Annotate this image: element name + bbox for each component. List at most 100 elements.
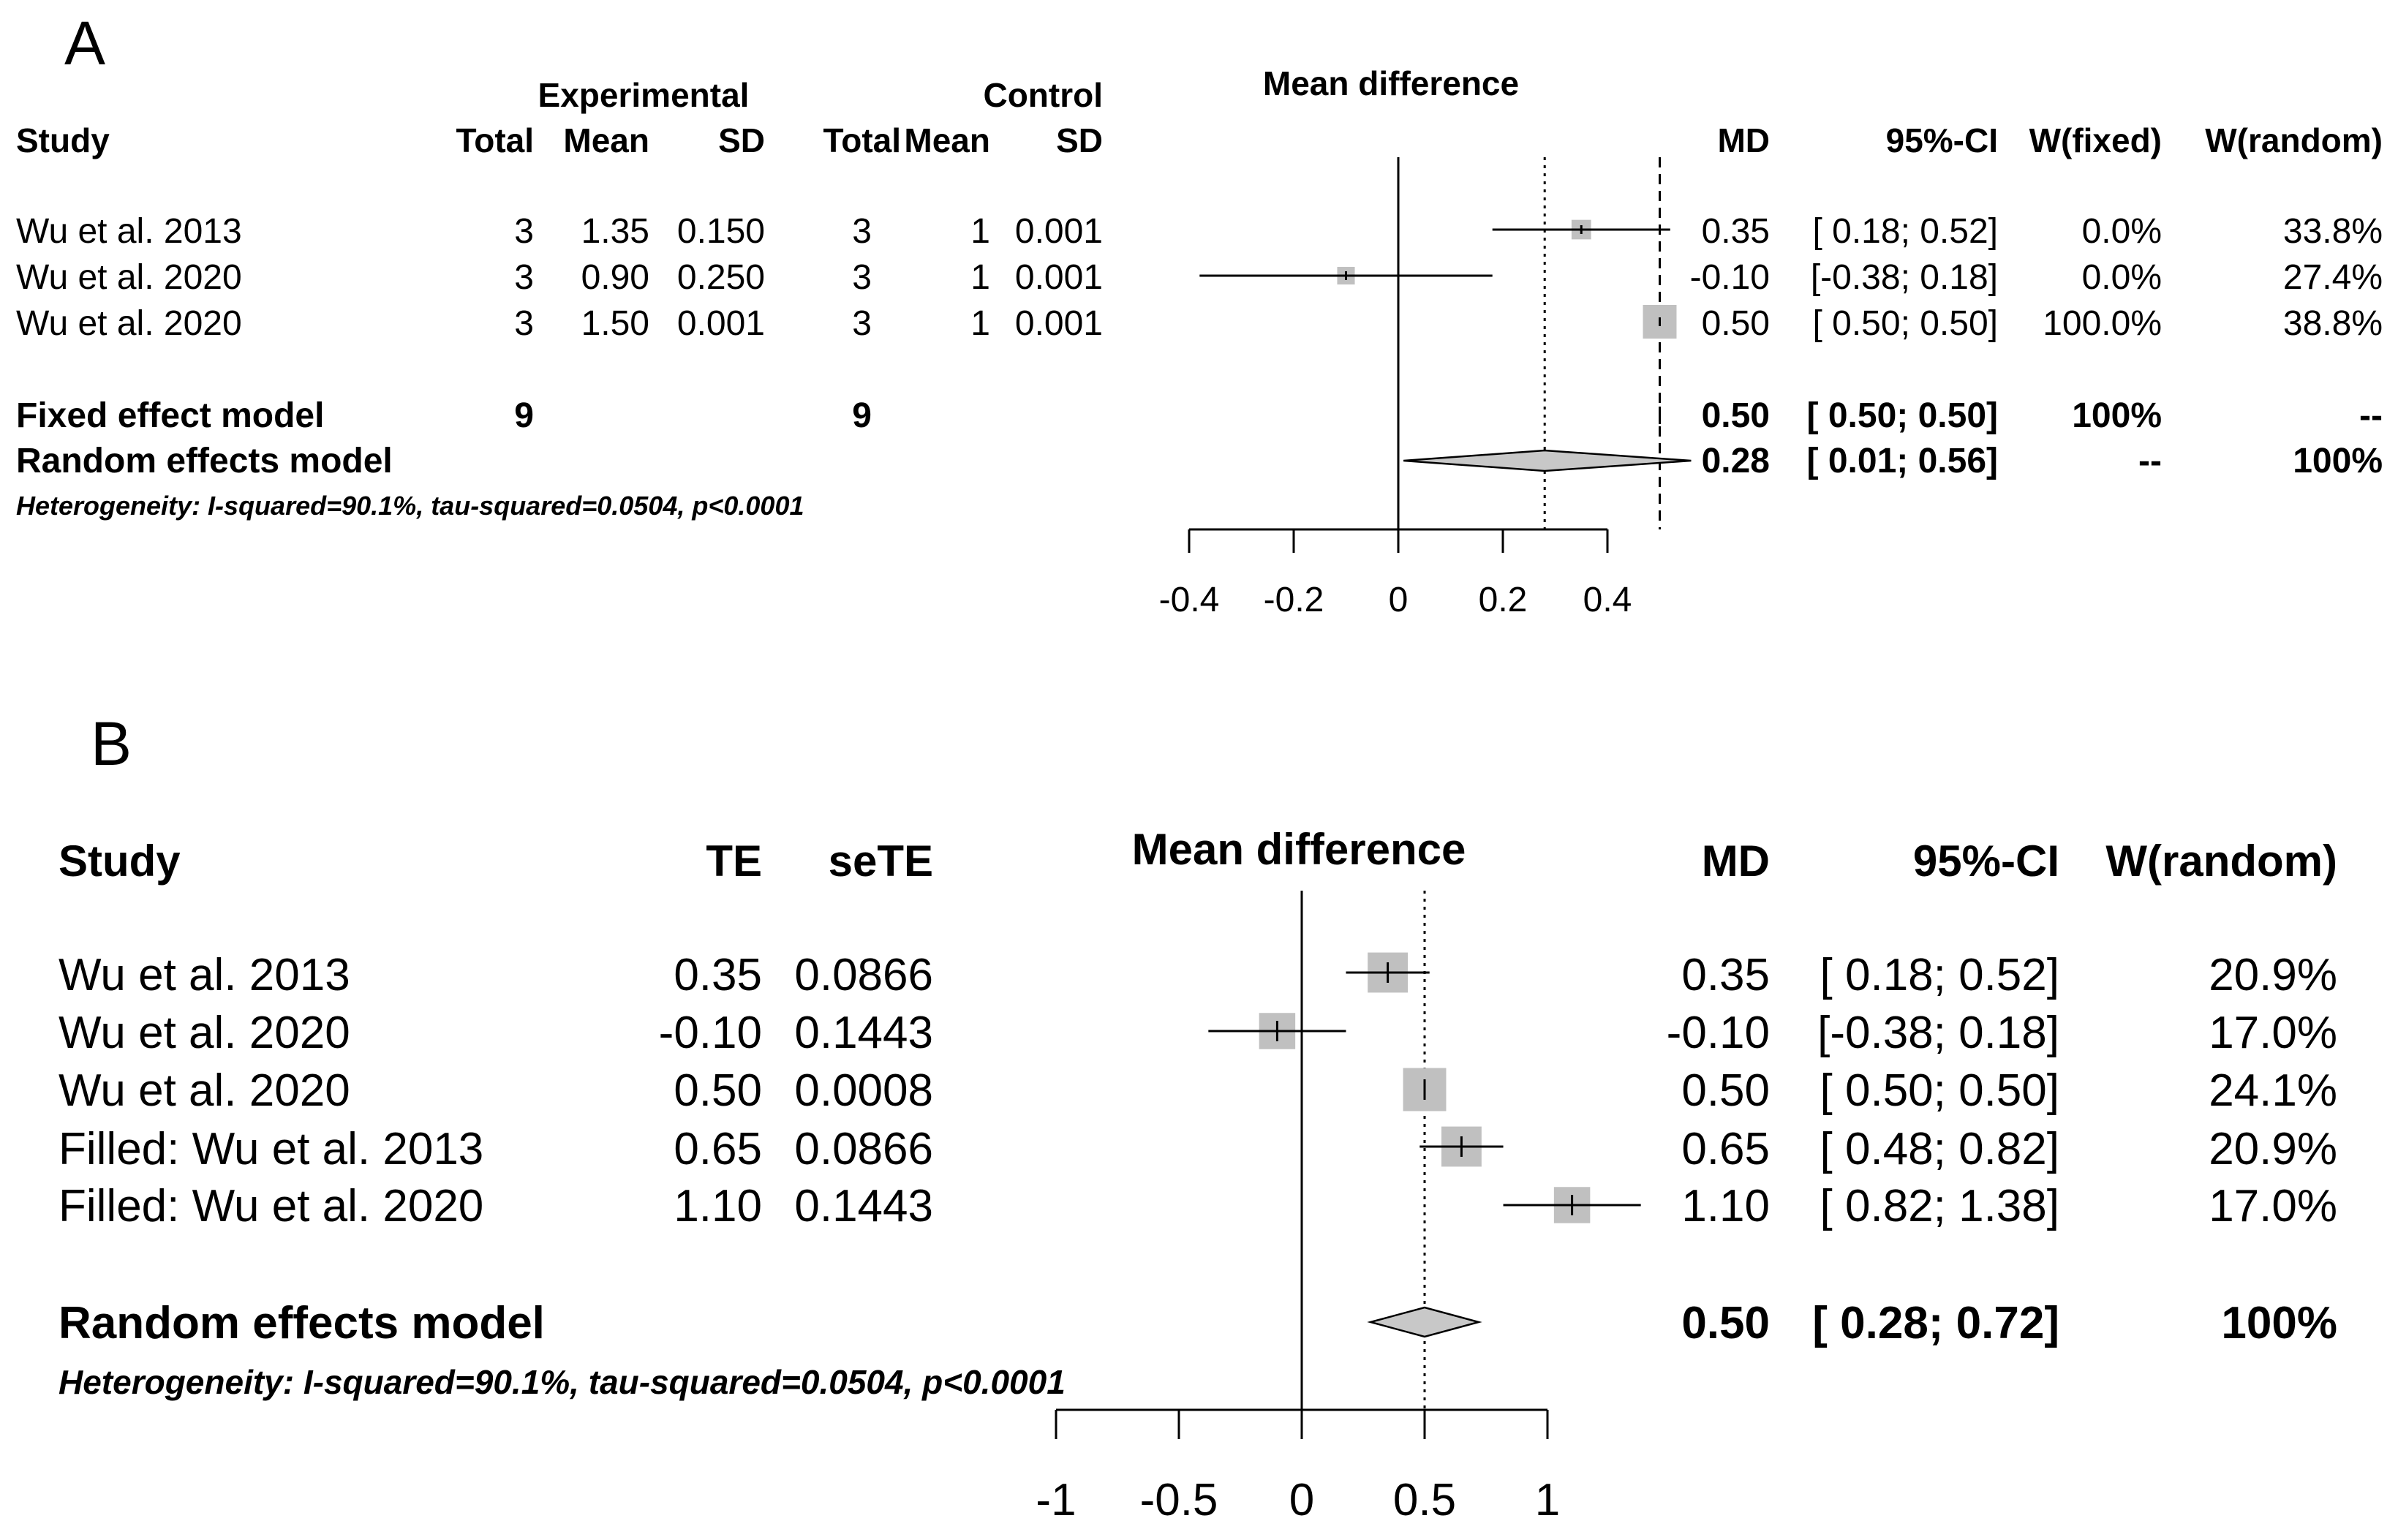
sd-c: 0.001 bbox=[1015, 304, 1103, 343]
x-axis-tick-label: 0.5 bbox=[1393, 1475, 1456, 1525]
header-total-e: Total bbox=[456, 121, 534, 159]
panel-a: A Experimental Control Mean difference S… bbox=[16, 9, 2383, 619]
mean-c: 1 bbox=[970, 304, 990, 343]
x-axis-tick-label: -0.2 bbox=[1264, 581, 1324, 619]
sd-e: 0.250 bbox=[677, 258, 765, 297]
ci-value: [ 0.50; 0.50] bbox=[1820, 1065, 2059, 1116]
md-value: 0.65 bbox=[1681, 1124, 1770, 1174]
x-axis-tick-label: 0 bbox=[1389, 581, 1409, 619]
random-effects-diamond bbox=[1367, 1306, 1482, 1338]
random-effects-diamond bbox=[1403, 449, 1692, 472]
header-sd-c: SD bbox=[1056, 121, 1103, 159]
random-effects-label: Random effects model bbox=[59, 1298, 545, 1348]
header-sd-e: SD bbox=[718, 121, 765, 159]
total-e: 3 bbox=[514, 212, 534, 251]
fixed-md: 0.50 bbox=[1702, 396, 1770, 435]
w-fixed-value: 0.0% bbox=[2082, 212, 2162, 251]
fixed-total-c: 9 bbox=[852, 396, 872, 435]
w-fixed-value: 100.0% bbox=[2043, 304, 2162, 343]
md-value: -0.10 bbox=[1690, 258, 1770, 297]
fixed-total-e: 9 bbox=[514, 396, 534, 435]
w-random-value: 24.1% bbox=[2209, 1065, 2337, 1116]
table-row: Wu et al. 2020 3 0.90 0.250 3 1 0.001 -0… bbox=[16, 258, 2383, 297]
w-random-value: 33.8% bbox=[2283, 212, 2383, 251]
panel-b: B Study TE seTE Mean difference MD 95%-C… bbox=[59, 709, 2337, 1525]
forest-plot-b: -1 -0.5 0 0.5 1 bbox=[1036, 891, 1641, 1525]
te-value: 0.50 bbox=[674, 1065, 762, 1116]
heterogeneity-text: Heterogeneity: I-squared=90.1%, tau-squa… bbox=[59, 1363, 1066, 1401]
x-axis-tick-label: 0.2 bbox=[1479, 581, 1528, 619]
mean-e: 1.50 bbox=[581, 304, 649, 343]
header-mean-c: Mean bbox=[904, 121, 990, 159]
panel-a-label: A bbox=[64, 9, 105, 78]
table-row: Filled: Wu et al. 2020 1.10 0.1443 1.10 … bbox=[59, 1181, 2337, 1231]
md-value: -0.10 bbox=[1667, 1008, 1770, 1058]
study-name: Wu et al. 2013 bbox=[59, 950, 350, 1000]
random-effects-label: Random effects model bbox=[16, 442, 393, 480]
header-experimental: Experimental bbox=[538, 76, 750, 114]
header-ci: 95%-CI bbox=[1913, 837, 2059, 886]
w-random-value: 27.4% bbox=[2283, 258, 2383, 297]
plot-b-title: Mean difference bbox=[1132, 825, 1466, 874]
fixed-effect-label: Fixed effect model bbox=[16, 396, 324, 435]
te-value: -0.10 bbox=[659, 1008, 762, 1058]
total-c: 3 bbox=[852, 258, 872, 297]
header-ci: 95%-CI bbox=[1886, 121, 1998, 159]
study-name: Filled: Wu et al. 2013 bbox=[59, 1124, 483, 1174]
study-name: Wu et al. 2013 bbox=[16, 212, 242, 251]
random-md: 0.50 bbox=[1681, 1298, 1770, 1348]
w-random-value: 17.0% bbox=[2209, 1008, 2337, 1058]
header-md: MD bbox=[1717, 121, 1770, 159]
total-e: 3 bbox=[514, 258, 534, 297]
table-row: Wu et al. 2020 0.50 0.0008 0.50 [ 0.50; … bbox=[59, 1065, 2337, 1116]
mean-e: 1.35 bbox=[581, 212, 649, 251]
fixed-w-random: -- bbox=[2359, 396, 2383, 435]
sd-e: 0.150 bbox=[677, 212, 765, 251]
ci-value: [ 0.48; 0.82] bbox=[1820, 1124, 2059, 1174]
md-value: 0.50 bbox=[1681, 1065, 1770, 1116]
total-c: 3 bbox=[852, 304, 872, 343]
study-name: Wu et al. 2020 bbox=[59, 1065, 350, 1116]
table-row: Filled: Wu et al. 2013 0.65 0.0866 0.65 … bbox=[59, 1124, 2337, 1174]
te-value: 1.10 bbox=[674, 1181, 762, 1231]
x-axis-tick-label: 0 bbox=[1289, 1475, 1314, 1525]
ci-value: [ 0.82; 1.38] bbox=[1820, 1181, 2059, 1231]
w-random-value: 17.0% bbox=[2209, 1181, 2337, 1231]
mean-c: 1 bbox=[970, 258, 990, 297]
random-w-fixed: -- bbox=[2138, 442, 2162, 480]
random-ci: [ 0.28; 0.72] bbox=[1812, 1298, 2059, 1348]
header-sete: seTE bbox=[829, 837, 933, 886]
sd-c: 0.001 bbox=[1015, 258, 1103, 297]
header-study: Study bbox=[16, 121, 110, 159]
ci-value: [ 0.18; 0.52] bbox=[1820, 950, 2059, 1000]
te-value: 0.65 bbox=[674, 1124, 762, 1174]
forest-plot-a: -0.4 -0.2 0 0.2 0.4 bbox=[1159, 157, 1692, 619]
table-row: Wu et al. 2013 3 1.35 0.150 3 1 0.001 0.… bbox=[16, 212, 2383, 251]
random-w-random: 100% bbox=[2293, 442, 2383, 480]
sete-value: 0.1443 bbox=[794, 1181, 933, 1231]
md-value: 0.50 bbox=[1702, 304, 1770, 343]
table-row: Wu et al. 2013 0.35 0.0866 0.35 [ 0.18; … bbox=[59, 950, 2337, 1000]
fixed-effect-row: Fixed effect model 9 9 0.50 [ 0.50; 0.50… bbox=[16, 396, 2383, 435]
random-effects-row: Random effects model 0.28 [ 0.01; 0.56] … bbox=[16, 442, 2383, 480]
x-axis-tick-label: 0.4 bbox=[1583, 581, 1632, 619]
x-axis-tick-label: -1 bbox=[1036, 1475, 1076, 1525]
header-total-c: Total bbox=[823, 121, 901, 159]
mean-e: 0.90 bbox=[581, 258, 649, 297]
header-w-fixed: W(fixed) bbox=[2029, 121, 2162, 159]
w-random-value: 38.8% bbox=[2283, 304, 2383, 343]
sd-e: 0.001 bbox=[677, 304, 765, 343]
header-md: MD bbox=[1702, 837, 1770, 886]
w-fixed-value: 0.0% bbox=[2082, 258, 2162, 297]
header-mean-e: Mean bbox=[563, 121, 649, 159]
header-w-random: W(random) bbox=[2105, 837, 2337, 886]
random-effects-row: Random effects model 0.50 [ 0.28; 0.72] … bbox=[59, 1298, 2337, 1348]
study-name: Filled: Wu et al. 2020 bbox=[59, 1181, 483, 1231]
ci-value: [ 0.18; 0.52] bbox=[1812, 212, 1998, 251]
header-study: Study bbox=[59, 837, 181, 886]
sete-value: 0.0866 bbox=[794, 950, 933, 1000]
total-e: 3 bbox=[514, 304, 534, 343]
sd-c: 0.001 bbox=[1015, 212, 1103, 251]
header-te: TE bbox=[706, 837, 762, 886]
